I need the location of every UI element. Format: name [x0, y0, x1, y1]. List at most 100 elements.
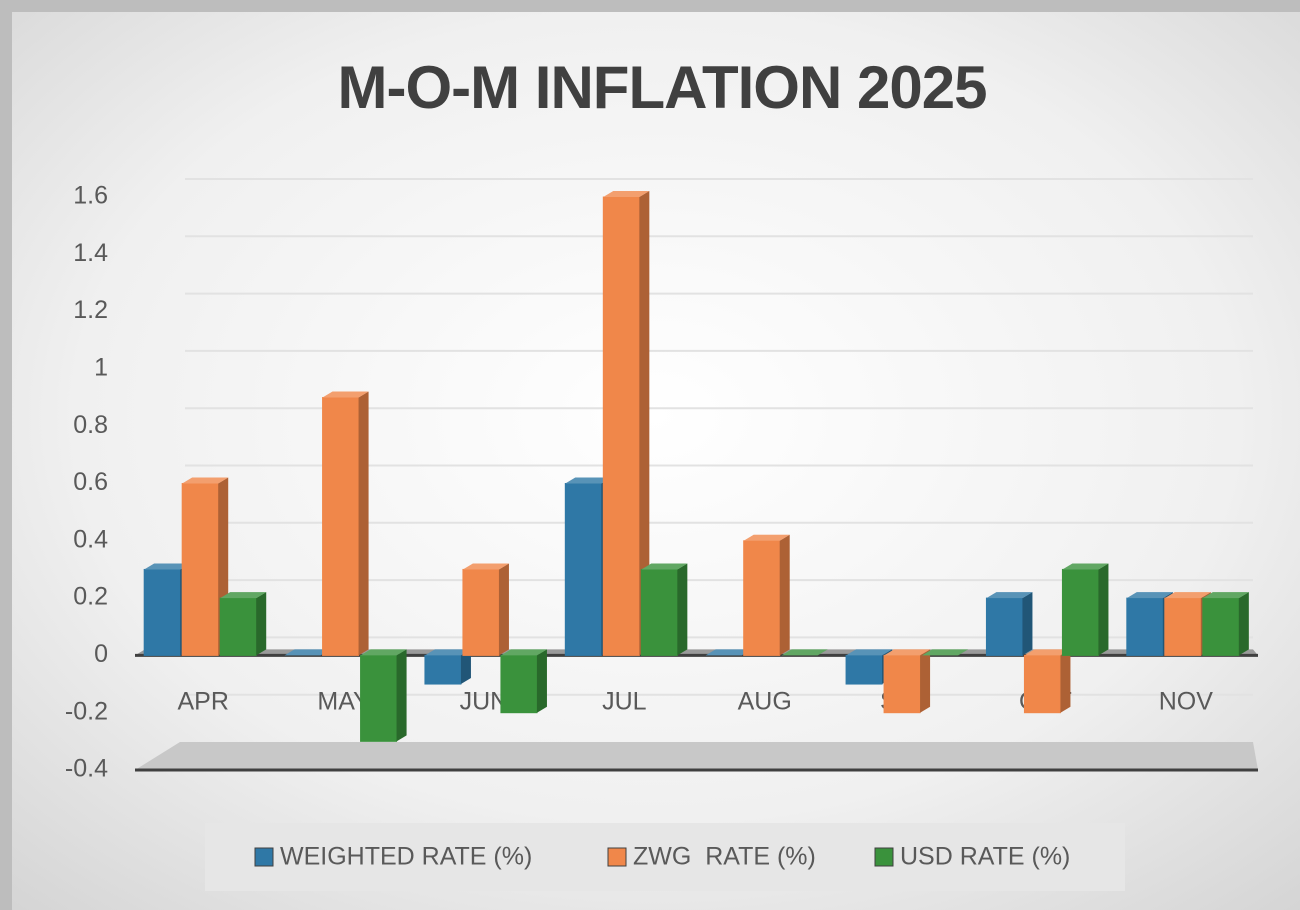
bar: [219, 597, 257, 656]
bar-group: [424, 649, 471, 685]
bar: [1023, 654, 1061, 714]
bar-top-light: [360, 649, 407, 656]
bar-top-light: [846, 649, 893, 656]
bar: [845, 654, 883, 685]
bar-top: [884, 649, 931, 656]
bar-side-shade: [1238, 592, 1249, 656]
bar-side-shade: [1098, 563, 1109, 656]
bar: [424, 654, 462, 685]
bar-group: [922, 649, 969, 656]
bar-top: [986, 592, 1033, 599]
bar-group: [322, 391, 369, 656]
bar: [500, 654, 538, 714]
bar-top: [360, 649, 407, 656]
bar-top: [1164, 592, 1211, 599]
bar-top-light: [743, 534, 790, 541]
bar-top: [500, 649, 547, 656]
bar-side: [1022, 592, 1033, 656]
bar-side: [639, 191, 650, 656]
bar-top-light: [220, 592, 267, 599]
legend-label: USD RATE (%): [900, 843, 1070, 871]
bar: [1164, 597, 1202, 656]
bar-top: [182, 477, 229, 484]
bar-top: [846, 649, 893, 656]
bar-side: [536, 649, 547, 713]
bar-top: [743, 534, 790, 541]
bar-top: [781, 649, 828, 656]
bar-side-shade: [677, 563, 688, 656]
bar-top: [1024, 649, 1071, 656]
bar-top: [705, 649, 752, 656]
bar-top-light: [424, 649, 471, 656]
bar: [602, 196, 640, 656]
bar-side-shade: [460, 649, 471, 685]
bar-top-light: [1126, 592, 1173, 599]
bar-side-shade: [639, 191, 650, 656]
x-tick-label: JUL: [602, 688, 647, 716]
bar-top: [1126, 592, 1173, 599]
y-tick-label: 0.4: [73, 525, 108, 553]
bar-top-light: [182, 477, 229, 484]
bar-top-light: [322, 391, 369, 398]
bar-top: [1062, 563, 1109, 570]
bar-top-light: [705, 649, 752, 656]
bar-top-light: [462, 563, 509, 570]
bar: [322, 397, 360, 656]
bar-side-shade: [358, 391, 369, 656]
floor: [135, 742, 1258, 770]
bar-side: [1238, 592, 1249, 656]
bar-group: [360, 649, 407, 742]
y-tick-label: 0.8: [73, 411, 108, 439]
bar: [360, 654, 398, 742]
bar-group: [781, 649, 828, 656]
bar-group: [500, 649, 547, 714]
bar-top-light: [284, 649, 331, 656]
bar-side: [460, 649, 471, 685]
bar-top-light: [1062, 563, 1109, 570]
bar-group: [1023, 649, 1071, 714]
bar-group: [743, 534, 790, 656]
bar-top: [1202, 592, 1249, 599]
bar-top: [424, 649, 471, 656]
bar-side-shade: [1060, 649, 1071, 713]
legend-label: WEIGHTED RATE (%): [280, 843, 532, 871]
bar-top-light: [500, 649, 547, 656]
legend-swatch: [254, 847, 274, 867]
y-tick-label: 0.2: [73, 583, 108, 611]
bar-side: [779, 534, 790, 656]
bar-top-light: [1164, 592, 1211, 599]
legend-box: [205, 823, 1125, 891]
bar-group: [883, 649, 931, 714]
bar-group: [705, 649, 752, 656]
bar-top-light: [986, 592, 1033, 599]
x-tick-label: APR: [177, 688, 228, 716]
x-tick-label: AUG: [738, 688, 792, 716]
x-tick-label: JUN: [460, 688, 509, 716]
bar-group: [284, 649, 331, 656]
y-tick-label: 1.2: [73, 296, 108, 324]
bar-top-light: [565, 477, 612, 484]
bar: [883, 654, 921, 714]
bar-top: [462, 563, 509, 570]
bar-side: [396, 649, 407, 742]
bar: [564, 483, 602, 656]
bar-group: [219, 592, 267, 656]
legend-swatch: [607, 847, 627, 867]
bar-top-light: [781, 649, 828, 656]
bar: [143, 568, 181, 656]
bar-side-shade: [1022, 592, 1033, 656]
bar-side: [677, 563, 688, 656]
bar-side-shade: [396, 649, 407, 742]
bar-side: [920, 649, 931, 713]
bar-side-shade: [256, 592, 267, 656]
bar-side: [498, 563, 509, 656]
bar-side-shade: [498, 563, 509, 656]
y-tick-label: 0: [94, 640, 108, 668]
y-tick-label: 1.4: [73, 239, 108, 267]
bar-side-shade: [779, 534, 790, 656]
bar-group: [1061, 563, 1109, 656]
bar-top: [641, 563, 688, 570]
bar: [1061, 568, 1099, 656]
